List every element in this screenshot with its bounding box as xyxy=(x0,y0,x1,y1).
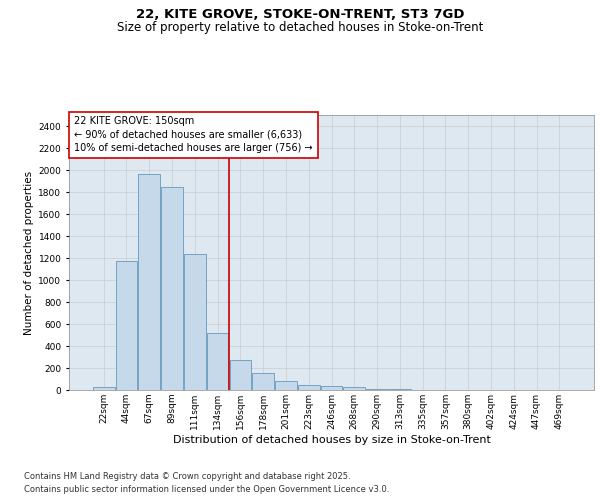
Bar xyxy=(184,254,206,390)
Bar xyxy=(161,186,183,390)
Bar xyxy=(230,360,251,390)
Bar xyxy=(275,380,297,390)
Bar xyxy=(207,333,229,390)
Bar xyxy=(116,261,137,390)
Bar xyxy=(253,373,274,390)
Text: 22, KITE GROVE, STOKE-ON-TRENT, ST3 7GD: 22, KITE GROVE, STOKE-ON-TRENT, ST3 7GD xyxy=(136,8,464,20)
Y-axis label: Number of detached properties: Number of detached properties xyxy=(24,170,34,334)
Bar xyxy=(298,384,320,390)
Bar xyxy=(320,386,343,390)
Text: 22 KITE GROVE: 150sqm
← 90% of detached houses are smaller (6,633)
10% of semi-d: 22 KITE GROVE: 150sqm ← 90% of detached … xyxy=(74,116,313,153)
Bar xyxy=(343,387,365,390)
Bar xyxy=(93,387,115,390)
Bar xyxy=(139,174,160,390)
Text: Size of property relative to detached houses in Stoke-on-Trent: Size of property relative to detached ho… xyxy=(117,21,483,34)
Bar xyxy=(366,389,388,390)
X-axis label: Distribution of detached houses by size in Stoke-on-Trent: Distribution of detached houses by size … xyxy=(173,434,490,444)
Text: Contains public sector information licensed under the Open Government Licence v3: Contains public sector information licen… xyxy=(24,485,389,494)
Text: Contains HM Land Registry data © Crown copyright and database right 2025.: Contains HM Land Registry data © Crown c… xyxy=(24,472,350,481)
